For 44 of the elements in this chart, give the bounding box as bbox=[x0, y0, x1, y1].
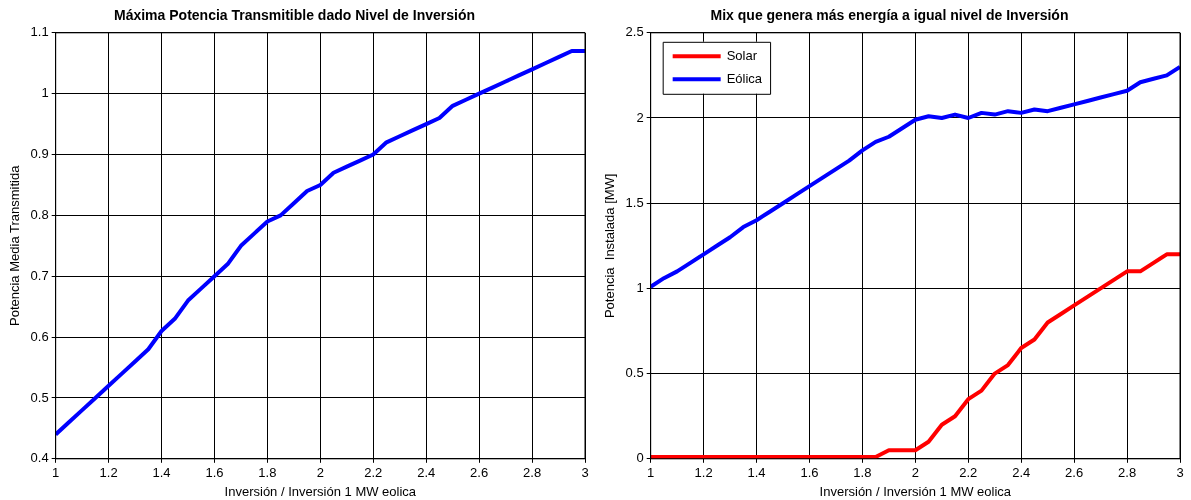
x-tick-label: 1.8 bbox=[853, 465, 872, 481]
y-tick-label: 0.8 bbox=[30, 206, 49, 222]
x-tick-label: 3 bbox=[581, 465, 589, 481]
y-tick-label: 0 bbox=[636, 450, 644, 466]
x-axis-title: Inversión / Inversión 1 MW eolica bbox=[224, 483, 417, 499]
x-tick-label: 2.2 bbox=[364, 465, 383, 481]
chart-title: Mix que genera más energía a igual nivel de Inversión bbox=[710, 7, 1069, 24]
x-tick-label: 3 bbox=[1176, 465, 1184, 481]
y-tick-label: 0.4 bbox=[30, 450, 49, 466]
legend-label: Solar bbox=[726, 47, 758, 63]
y-tick-label: 1 bbox=[636, 279, 644, 295]
y-tick-label: 0.9 bbox=[30, 146, 49, 162]
y-tick-label: 0.6 bbox=[30, 328, 49, 344]
y-tick-label: 1.5 bbox=[625, 194, 644, 210]
y-tick-label: 1 bbox=[41, 85, 49, 101]
x-tick-label: 1.6 bbox=[205, 465, 224, 481]
y-tick-label: 0.5 bbox=[625, 365, 644, 381]
x-tick-label: 1 bbox=[647, 465, 655, 481]
x-tick-label: 1.2 bbox=[694, 465, 713, 481]
x-tick-label: 1 bbox=[52, 465, 60, 481]
y-axis-title: Potencia Media Transmitida bbox=[7, 164, 23, 327]
x-axis-title: Inversión / Inversión 1 MW eolica bbox=[819, 483, 1012, 499]
y-tick-label: 0.5 bbox=[30, 389, 49, 405]
legend-label: Eólica bbox=[726, 70, 763, 86]
x-tick-label: 2.2 bbox=[959, 465, 978, 481]
x-tick-label: 2.8 bbox=[523, 465, 542, 481]
x-tick-label: 1.6 bbox=[800, 465, 819, 481]
x-tick-label: 1.4 bbox=[152, 465, 171, 481]
x-tick-label: 1.4 bbox=[747, 465, 766, 481]
x-tick-label: 2.6 bbox=[470, 465, 489, 481]
x-tick-label: 2 bbox=[316, 465, 324, 481]
y-tick-label: 2 bbox=[636, 109, 644, 125]
x-tick-label: 2 bbox=[911, 465, 919, 481]
y-axis-title: Potencia Instalada [MW] bbox=[602, 173, 618, 319]
x-tick-label: 1.2 bbox=[99, 465, 118, 481]
y-tick-label: 1.1 bbox=[30, 24, 49, 40]
chart-title: Máxima Potencia Transmitible dado Nivel de Inversión bbox=[114, 7, 475, 24]
x-tick-label: 2.8 bbox=[1118, 465, 1137, 481]
x-tick-label: 2.4 bbox=[417, 465, 436, 481]
y-tick-label: 0.7 bbox=[30, 267, 49, 283]
x-tick-label: 2.6 bbox=[1065, 465, 1084, 481]
y-tick-label: 2.5 bbox=[625, 24, 644, 40]
x-tick-label: 1.8 bbox=[258, 465, 277, 481]
x-tick-label: 2.4 bbox=[1012, 465, 1031, 481]
